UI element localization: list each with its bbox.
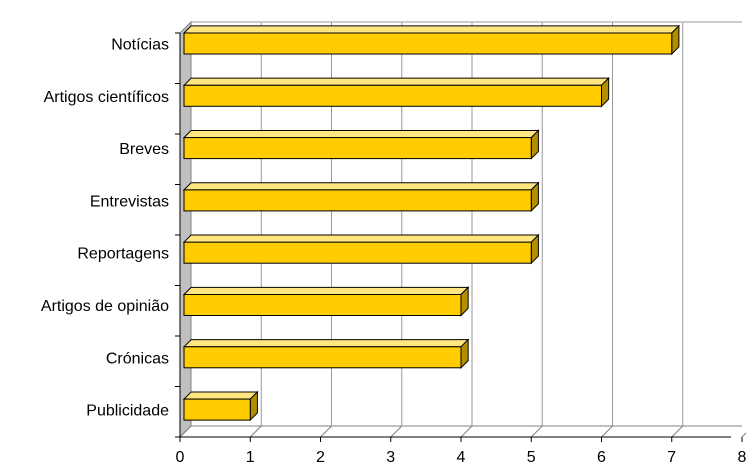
x-tick-label: 7: [667, 449, 676, 466]
bar-front-face: [183, 241, 532, 264]
floor-gridline: [460, 425, 473, 438]
floor-gridline: [249, 425, 262, 438]
x-tick-label: 6: [597, 449, 606, 466]
y-category-label: Notícias: [111, 37, 169, 54]
y-category-label: Publicidade: [86, 403, 169, 420]
x-tick-label: 2: [316, 449, 325, 466]
x-tick-label: 1: [246, 449, 255, 466]
x-tick-label: 8: [738, 449, 746, 466]
y-category-label: Entrevistas: [90, 193, 169, 210]
x-tick-label: 0: [176, 449, 185, 466]
x-tick-label: 5: [527, 449, 536, 466]
x-tick-label: 3: [386, 449, 395, 466]
bar-top-face: [182, 339, 470, 348]
bar: [182, 24, 681, 56]
x-tick-label: 4: [457, 449, 466, 466]
y-category-label: Reportagens: [77, 246, 169, 263]
y-category-label: Artigos de opinião: [41, 298, 169, 315]
floor-gridline: [320, 425, 332, 438]
bar-top-face: [182, 182, 540, 191]
bar-front-face: [183, 32, 673, 55]
bar-top-face: [182, 129, 540, 139]
floor-gridline: [741, 432, 746, 438]
floor-gridline: [179, 425, 192, 438]
bar-front-face: [183, 346, 462, 369]
bar: [182, 286, 470, 317]
floor-gridline: [601, 425, 613, 438]
bar: [182, 390, 259, 422]
bar-top-face: [182, 25, 681, 34]
floor-gridline: [390, 425, 403, 438]
bar-front-face: [183, 137, 532, 160]
bar-front-face: [183, 84, 602, 107]
bar: [182, 181, 540, 213]
bar: [182, 338, 470, 370]
bar-front-face: [183, 294, 462, 316]
bar-front-face: [183, 189, 532, 212]
bar-top-face: [182, 234, 540, 243]
floor-gridline: [671, 425, 684, 438]
bar-front-face: [183, 398, 251, 421]
bar: [182, 129, 540, 160]
bar-top-face: [182, 286, 470, 295]
y-category-label: Breves: [119, 141, 169, 158]
bar: [182, 76, 610, 108]
bar-top-face: [182, 77, 610, 86]
y-category-label: Crónicas: [106, 350, 169, 367]
bar: [182, 233, 540, 265]
y-category-label: Artigos científicos: [44, 89, 169, 106]
bar-top-face: [182, 391, 259, 400]
floor-gridline: [530, 425, 543, 438]
